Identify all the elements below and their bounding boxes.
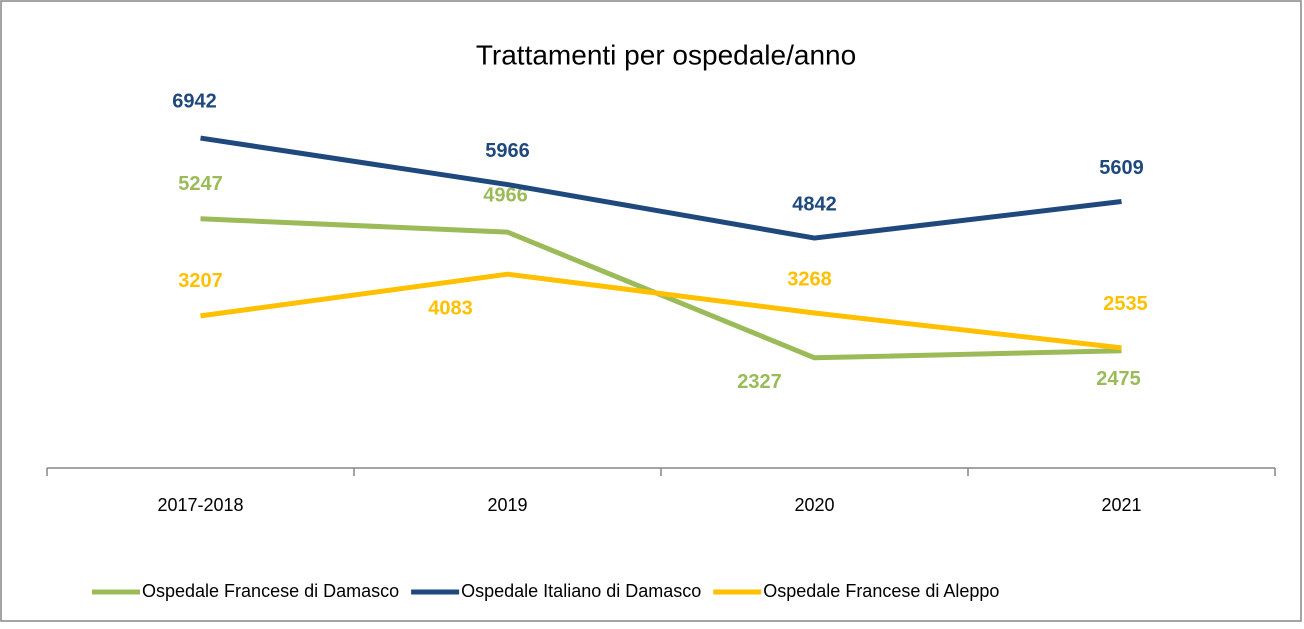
x-tick-label: 2020 [794, 495, 834, 515]
series-line [200, 135, 1122, 241]
x-tick-label: 2017-2018 [157, 495, 243, 515]
chart-title: Trattamenti per ospedale/anno [476, 39, 856, 70]
series-line [200, 271, 1122, 351]
legend-label: Ospedale Francese di Aleppo [763, 581, 999, 601]
data-label: 2475 [1096, 368, 1141, 390]
data-label: 4842 [792, 193, 837, 215]
data-label: 4083 [428, 297, 473, 319]
data-label: 3268 [787, 268, 832, 290]
x-tick-label: 2019 [487, 495, 527, 515]
x-tick-label: 2021 [1101, 495, 1141, 515]
data-label: 5247 [178, 173, 223, 195]
data-label: 3207 [178, 270, 223, 292]
data-label: 2327 [737, 371, 782, 393]
legend-label: Ospedale Italiano di Damasco [461, 581, 701, 601]
data-label: 5966 [485, 140, 530, 162]
data-label: 4966 [483, 184, 528, 206]
data-label: 2535 [1103, 293, 1148, 315]
data-label: 6942 [172, 90, 217, 112]
legend-label: Ospedale Francese di Damasco [142, 581, 399, 601]
data-label: 5609 [1099, 157, 1144, 179]
